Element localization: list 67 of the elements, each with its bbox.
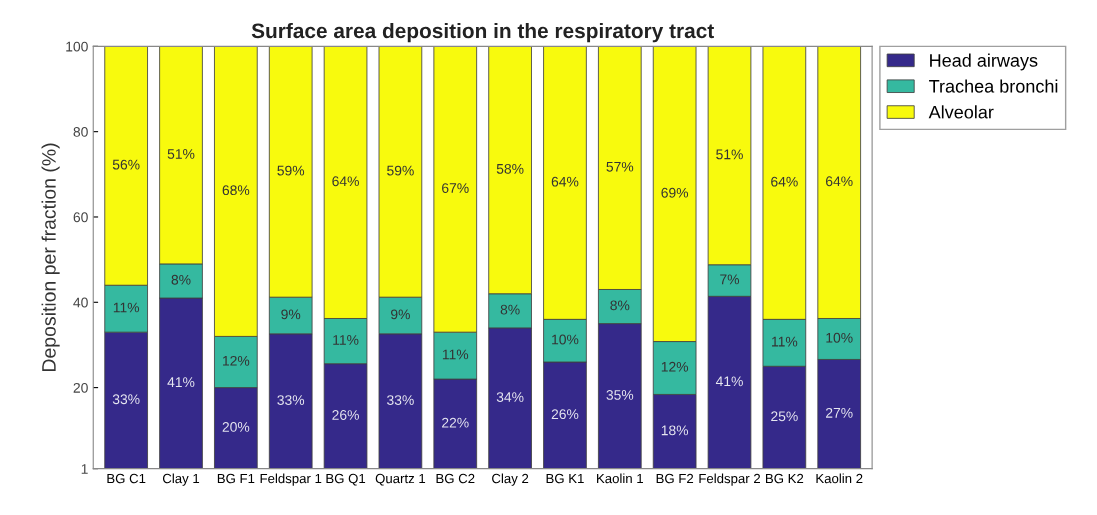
x-tick-label: BG C2 <box>436 473 475 484</box>
legend-label: Head airways <box>930 53 1038 71</box>
data-label: 58% <box>496 163 524 174</box>
data-label: 69% <box>661 187 689 198</box>
data-label: 41% <box>167 377 195 388</box>
data-label: 10% <box>826 332 853 343</box>
data-label: 9% <box>391 309 410 320</box>
x-tick-label: Clay 1 <box>162 473 200 486</box>
x-tick-label: Kaolin 1 <box>597 473 643 484</box>
data-label: 33% <box>112 394 140 405</box>
data-label: 20% <box>222 422 250 432</box>
data-label: 11% <box>113 302 140 313</box>
data-label: 51% <box>716 149 743 160</box>
x-tick-label: BG K1 <box>546 473 584 484</box>
data-label: 59% <box>277 165 305 176</box>
data-label: 64% <box>332 176 359 187</box>
x-tick-label: BG F1 <box>217 473 255 484</box>
data-label: 64% <box>771 176 798 187</box>
data-label: 59% <box>387 165 414 176</box>
data-label: 27% <box>826 407 853 418</box>
data-label: 8% <box>171 274 191 285</box>
data-label: 12% <box>223 355 250 366</box>
legend-label: Alveolar <box>928 105 994 119</box>
data-label: 7% <box>720 274 740 285</box>
data-label: 11% <box>442 349 469 360</box>
x-tick-label: BG K2 <box>766 473 804 484</box>
x-tick-label: Quartz 1 <box>375 473 426 486</box>
data-label: 57% <box>606 161 634 172</box>
y-axis-title: Deposition per fraction (%) <box>41 143 60 371</box>
x-tick-label: Feldspar 2 <box>699 473 761 486</box>
data-label: 10% <box>552 334 579 345</box>
data-label: 11% <box>333 335 359 345</box>
data-label: 34% <box>496 392 524 402</box>
data-label: 18% <box>661 425 689 436</box>
y-tick-label: 20 <box>73 382 88 393</box>
x-tick-label: Feldspar 1 <box>260 473 322 486</box>
y-tick-label: 1 <box>81 464 88 474</box>
y-tick-label: 40 <box>73 297 88 308</box>
x-tick-label: Clay 2 <box>492 473 529 486</box>
y-tick-label: 80 <box>73 127 88 137</box>
chart-title: Surface area deposition in the respiratory tract <box>251 22 714 43</box>
data-label: 51% <box>167 149 195 159</box>
data-label: 11% <box>772 336 798 347</box>
data-label: 26% <box>551 409 579 420</box>
data-label: 68% <box>222 185 250 196</box>
data-label: 8% <box>500 304 520 315</box>
data-label: 33% <box>277 395 305 405</box>
data-label: 26% <box>332 410 359 420</box>
data-label: 12% <box>661 361 689 372</box>
x-tick-label: BG F2 <box>656 473 694 484</box>
data-label: 64% <box>551 176 579 187</box>
x-tick-label: Kaolin 2 <box>816 473 863 484</box>
data-label: 8% <box>610 300 630 311</box>
data-label: 33% <box>387 395 414 405</box>
y-tick-label: 60 <box>73 212 88 223</box>
data-label: 35% <box>606 390 634 400</box>
data-label: 64% <box>826 176 853 187</box>
x-tick-label: BG Q1 <box>326 473 366 486</box>
data-label: 56% <box>112 159 140 170</box>
data-label: 25% <box>771 411 798 422</box>
data-label: 41% <box>715 376 743 387</box>
y-tick-label: 100 <box>66 41 88 52</box>
x-tick-label: BG C1 <box>107 473 146 484</box>
data-label: 22% <box>442 417 469 428</box>
data-label: 9% <box>281 309 301 320</box>
data-label: 67% <box>442 183 469 193</box>
legend-label: Trachea bronchi <box>929 79 1058 93</box>
